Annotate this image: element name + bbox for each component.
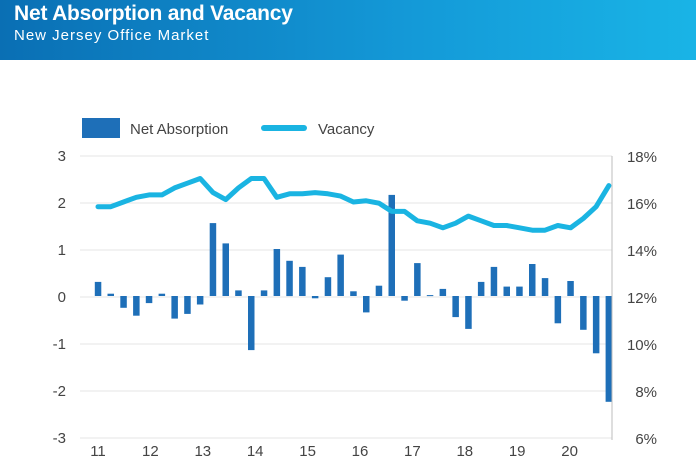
absorption-bar xyxy=(209,223,217,296)
absorption-bars xyxy=(94,194,613,402)
absorption-bar xyxy=(94,281,102,296)
absorption-bar xyxy=(414,263,421,296)
right-tick-label: 14% xyxy=(627,243,657,260)
x-tick-label: 11 xyxy=(90,443,106,458)
chart-title: Net Absorption and Vacancy xyxy=(14,2,293,25)
x-tick-label: 14 xyxy=(247,443,264,458)
legend-label-vacancy: Vacancy xyxy=(318,121,375,138)
absorption-bar xyxy=(465,296,472,329)
absorption-bar xyxy=(592,296,600,354)
left-tick-label: -3 xyxy=(53,430,66,447)
absorption-bar xyxy=(158,293,166,296)
absorption-bar xyxy=(541,278,549,296)
chart-area: 3 18% 2 16% 1 14% 0 12% -1 10% -2 8% -3 6% 11 12 13 14 15 1… xyxy=(53,118,657,458)
right-tick-label: 16% xyxy=(627,196,657,213)
absorption-bar xyxy=(490,266,498,296)
right-tick-label: 12% xyxy=(627,290,657,307)
absorption-bar xyxy=(145,296,153,304)
right-tick-label: 18% xyxy=(627,149,657,166)
absorption-bar xyxy=(477,281,485,296)
absorption-bar xyxy=(388,194,395,296)
x-tick-label: 19 xyxy=(509,443,526,458)
right-tick-label: 6% xyxy=(635,431,657,448)
absorption-bar xyxy=(503,286,510,296)
chart-subtitle: New Jersey Office Market xyxy=(14,27,210,44)
absorption-bar xyxy=(337,254,344,296)
absorption-bar xyxy=(222,243,229,296)
absorption-bar xyxy=(516,286,523,296)
absorption-bar xyxy=(350,291,357,296)
absorption-bar xyxy=(171,296,178,319)
x-tick-label: 13 xyxy=(194,443,211,458)
absorption-bar xyxy=(567,281,574,296)
x-tick-label: 15 xyxy=(299,443,316,458)
absorption-bar xyxy=(184,296,191,314)
absorption-bar xyxy=(439,288,447,296)
left-tick-label: -1 xyxy=(53,336,66,353)
absorption-bar xyxy=(260,290,268,296)
absorption-bar xyxy=(286,260,293,297)
absorption-bar xyxy=(529,264,536,296)
absorption-bar xyxy=(107,293,114,296)
left-tick-label: -2 xyxy=(53,383,66,400)
vacancy-line xyxy=(95,176,612,233)
absorption-bar xyxy=(605,296,613,402)
right-tick-label: 10% xyxy=(627,337,657,354)
right-tick-label: 8% xyxy=(635,384,657,401)
x-tick-label: 16 xyxy=(352,443,369,458)
x-tick-label: 18 xyxy=(456,443,473,458)
absorption-bar xyxy=(401,296,408,301)
left-tick-label: 3 xyxy=(58,148,66,165)
chart-header: Net Absorption and Vacancy New Jersey Of… xyxy=(0,0,696,60)
absorption-bar xyxy=(426,295,434,297)
absorption-bar xyxy=(299,266,306,296)
absorption-bar xyxy=(363,296,370,313)
absorption-bar xyxy=(133,296,140,316)
left-tick-label: 1 xyxy=(58,242,66,259)
legend-swatch-net-absorption xyxy=(82,118,120,138)
absorption-bar xyxy=(235,290,242,296)
absorption-bar xyxy=(452,296,459,318)
absorption-bar xyxy=(580,296,587,330)
x-tick-label: 20 xyxy=(561,443,578,458)
x-tick-label: 17 xyxy=(404,443,421,458)
absorption-bar xyxy=(273,249,281,296)
absorption-bar xyxy=(120,296,127,308)
x-tick-label: 12 xyxy=(142,443,159,458)
grid-lines xyxy=(80,155,612,439)
left-tick-label: 2 xyxy=(58,195,66,212)
absorption-bar xyxy=(554,296,562,324)
left-tick-label: 0 xyxy=(58,289,66,306)
absorption-bar xyxy=(375,285,383,296)
absorption-bar xyxy=(324,277,332,296)
legend: Net Absorption Vacancy xyxy=(82,118,375,138)
absorption-bar xyxy=(311,296,319,299)
absorption-bar xyxy=(248,296,255,351)
absorption-bar xyxy=(196,296,204,305)
axes: 3 18% 2 16% 1 14% 0 12% -1 10% -2 8% -3 6% 11 12 13 14 15 1… xyxy=(53,148,657,458)
legend-label-net-absorption: Net Absorption xyxy=(130,121,228,138)
vacancy-line-group xyxy=(95,176,612,233)
